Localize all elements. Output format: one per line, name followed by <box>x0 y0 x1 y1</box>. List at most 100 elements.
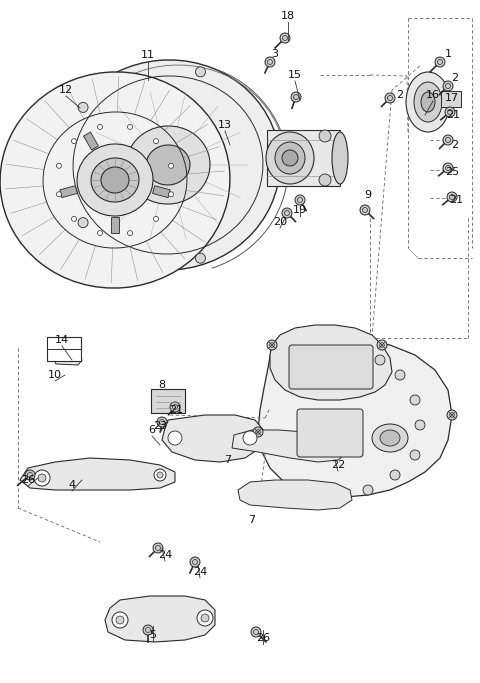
Ellipse shape <box>275 142 305 174</box>
Text: 14: 14 <box>55 335 69 345</box>
Circle shape <box>128 124 132 129</box>
Ellipse shape <box>56 60 280 270</box>
Text: 1: 1 <box>444 49 452 59</box>
Circle shape <box>170 402 180 412</box>
Circle shape <box>97 124 103 129</box>
Polygon shape <box>20 458 175 490</box>
Text: 15: 15 <box>288 70 302 80</box>
Text: 2: 2 <box>451 73 458 83</box>
Text: 20: 20 <box>273 217 287 227</box>
Circle shape <box>116 616 124 624</box>
Text: 4: 4 <box>69 480 75 490</box>
Circle shape <box>201 614 209 622</box>
Ellipse shape <box>282 150 298 166</box>
Text: 22: 22 <box>331 460 345 470</box>
Circle shape <box>282 208 292 218</box>
Ellipse shape <box>332 132 348 184</box>
Ellipse shape <box>372 424 408 452</box>
Text: 9: 9 <box>364 190 372 200</box>
Polygon shape <box>258 338 452 497</box>
Circle shape <box>154 139 158 143</box>
Circle shape <box>168 163 174 168</box>
Text: 26: 26 <box>256 633 270 643</box>
Polygon shape <box>238 480 352 510</box>
Circle shape <box>319 174 331 186</box>
Circle shape <box>25 470 35 480</box>
Ellipse shape <box>101 167 129 193</box>
Ellipse shape <box>406 72 450 132</box>
Circle shape <box>268 160 278 170</box>
Polygon shape <box>162 415 265 462</box>
Ellipse shape <box>0 72 230 288</box>
FancyBboxPatch shape <box>441 91 461 107</box>
Text: 2: 2 <box>451 140 458 150</box>
Circle shape <box>375 355 385 365</box>
Text: 13: 13 <box>218 120 232 130</box>
FancyBboxPatch shape <box>47 337 81 361</box>
Text: 3: 3 <box>272 49 278 59</box>
Circle shape <box>360 205 370 215</box>
Circle shape <box>415 420 425 430</box>
Ellipse shape <box>421 92 435 112</box>
Ellipse shape <box>266 132 314 184</box>
Circle shape <box>190 557 200 567</box>
Circle shape <box>157 472 163 478</box>
Text: 18: 18 <box>281 11 295 21</box>
Circle shape <box>363 485 373 495</box>
Text: 24: 24 <box>193 567 207 577</box>
Polygon shape <box>270 325 392 400</box>
Circle shape <box>97 231 103 236</box>
Ellipse shape <box>77 144 153 216</box>
Ellipse shape <box>414 82 442 122</box>
Circle shape <box>195 67 205 76</box>
Circle shape <box>410 450 420 460</box>
Circle shape <box>435 57 445 67</box>
Circle shape <box>410 395 420 405</box>
Circle shape <box>72 217 76 221</box>
Circle shape <box>72 139 76 143</box>
Text: 6: 6 <box>148 425 156 435</box>
Circle shape <box>291 92 301 102</box>
Bar <box>111 217 119 233</box>
Bar <box>84 132 98 150</box>
Circle shape <box>253 427 263 437</box>
Polygon shape <box>232 430 348 462</box>
Circle shape <box>157 417 167 427</box>
Text: 5: 5 <box>149 630 156 640</box>
Circle shape <box>443 163 453 173</box>
Ellipse shape <box>380 430 400 446</box>
Text: 10: 10 <box>48 370 62 380</box>
Text: 21: 21 <box>449 195 463 205</box>
Text: 2: 2 <box>396 90 404 100</box>
Circle shape <box>78 102 88 113</box>
Circle shape <box>143 625 153 635</box>
Text: 8: 8 <box>158 380 166 390</box>
FancyBboxPatch shape <box>297 409 363 457</box>
Circle shape <box>385 93 395 103</box>
Ellipse shape <box>91 158 139 202</box>
Circle shape <box>153 543 163 553</box>
Bar <box>60 186 77 197</box>
Text: 7: 7 <box>225 455 231 465</box>
Ellipse shape <box>126 126 210 204</box>
Circle shape <box>319 130 331 142</box>
Text: 12: 12 <box>59 85 73 95</box>
Circle shape <box>295 195 305 205</box>
Circle shape <box>154 469 166 481</box>
Circle shape <box>377 340 387 350</box>
Circle shape <box>38 474 46 482</box>
Circle shape <box>197 610 213 626</box>
Circle shape <box>443 135 453 145</box>
Polygon shape <box>105 596 215 642</box>
Circle shape <box>168 431 182 445</box>
Circle shape <box>265 57 275 67</box>
Circle shape <box>267 340 277 350</box>
Text: 16: 16 <box>426 90 440 100</box>
Ellipse shape <box>146 145 190 185</box>
Text: 24: 24 <box>158 550 172 560</box>
Circle shape <box>57 192 61 197</box>
Text: 21: 21 <box>446 110 460 120</box>
FancyBboxPatch shape <box>289 345 373 389</box>
Circle shape <box>243 431 257 445</box>
Circle shape <box>154 217 158 221</box>
